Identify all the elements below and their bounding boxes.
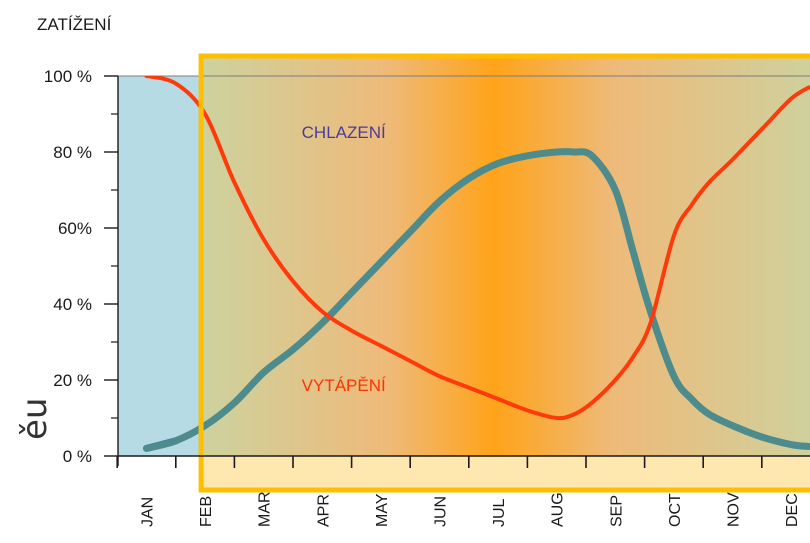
summer-highlight-band	[201, 56, 810, 456]
heating-line	[144, 76, 810, 421]
y-tick-label: 100 %	[44, 67, 92, 86]
y-tick-label: 20 %	[53, 371, 92, 390]
y-axis: 0 % 20 % 40 % 60% 80 % 100 %	[44, 67, 119, 466]
cooling-line	[143, 148, 810, 452]
x-tick-label: JUN	[433, 496, 450, 527]
x-tick-label: MAY	[374, 493, 391, 527]
x-tick-label: JAN	[140, 497, 157, 527]
y-axis-title: ZATÍŽENÍ	[37, 15, 112, 34]
x-tick-label: FEB	[198, 496, 215, 527]
x-tick-label: OCT	[667, 493, 684, 527]
x-tick-label: APR	[315, 494, 332, 527]
highlight-bottom-strip	[201, 456, 810, 490]
x-tick-label: JUL	[491, 498, 508, 527]
y-tick-label: 60%	[58, 219, 92, 238]
highlight-border	[198, 53, 810, 493]
x-tick-label: MAR	[257, 491, 274, 527]
annotation-cooling: CHLAZENÍ	[302, 123, 386, 142]
y-tick-label: 40 %	[53, 295, 92, 314]
y-tick-label: 80 %	[53, 143, 92, 162]
x-tick-label: NOV	[726, 492, 743, 527]
x-tick-label: AUG	[550, 492, 567, 527]
x-axis: JAN FEB MAR APR MAY JUN JUL AUG SEP OCT NOV DEC	[116, 455, 810, 527]
series-lines	[143, 76, 810, 452]
x-tick-label: SEP	[608, 495, 625, 527]
y-tick-label: 0 %	[63, 447, 92, 466]
edge-text: ěu	[15, 398, 55, 440]
annotation-heating: VYTÁPĚNÍ	[302, 376, 386, 395]
x-tick-label: DEC	[784, 493, 801, 527]
